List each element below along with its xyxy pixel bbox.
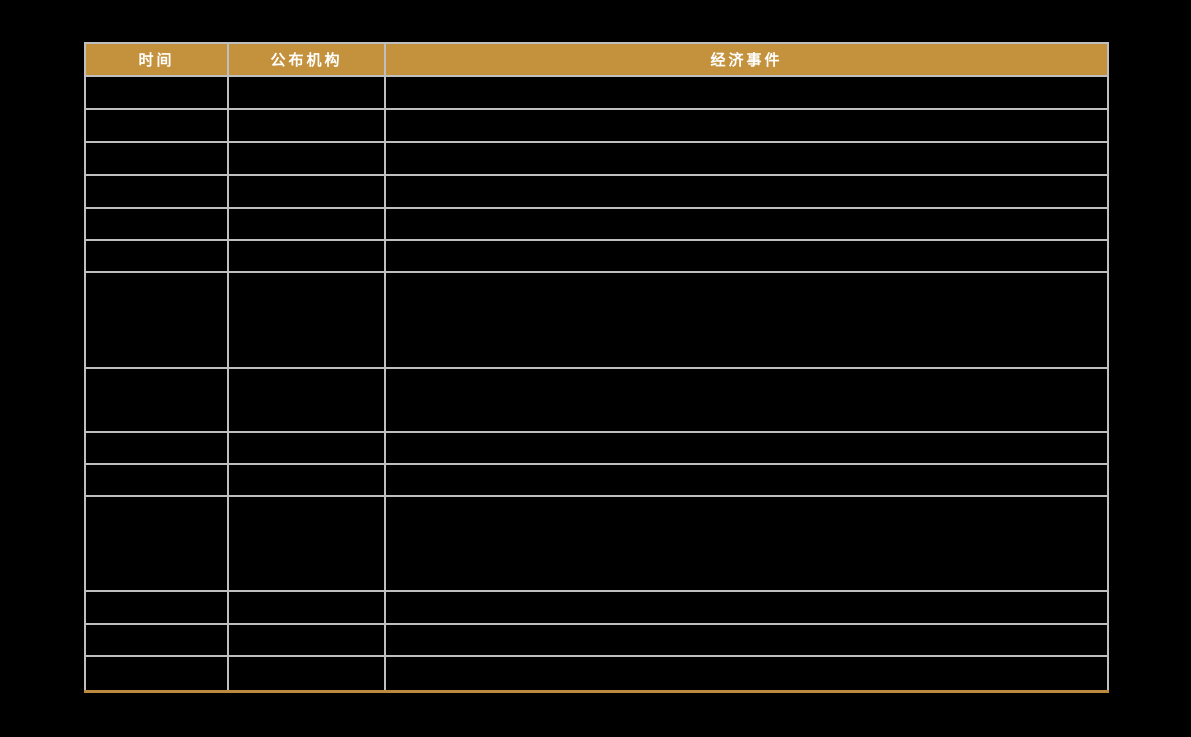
table-cell-event — [384, 207, 1109, 241]
table-cell-time — [84, 207, 229, 241]
table-cell-agency — [227, 141, 386, 176]
table-cell-time — [84, 141, 229, 176]
table-cell-time — [84, 271, 229, 369]
header-cell-agency: 公布机构 — [227, 42, 386, 77]
table-cell-agency — [227, 108, 386, 143]
table-cell-event — [384, 174, 1109, 209]
table-cell-time — [84, 108, 229, 143]
table-body — [84, 75, 1109, 692]
table-cell-agency — [227, 207, 386, 241]
table-row — [84, 271, 1109, 369]
header-cell-time: 时间 — [84, 42, 229, 77]
table-cell-time — [84, 75, 229, 110]
table-row — [84, 239, 1109, 273]
table-cell-agency — [227, 655, 386, 692]
table-cell-time — [84, 239, 229, 273]
table-row — [84, 207, 1109, 241]
table-row — [84, 590, 1109, 625]
table-header-row: 时间 公布机构 经济事件 — [84, 42, 1109, 77]
table-cell-event — [384, 655, 1109, 692]
table-cell-event — [384, 239, 1109, 273]
table-row — [84, 108, 1109, 143]
table-cell-time — [84, 463, 229, 497]
table-cell-event — [384, 495, 1109, 592]
table-cell-agency — [227, 590, 386, 625]
table-cell-time — [84, 655, 229, 692]
table-cell-time — [84, 590, 229, 625]
table-cell-agency — [227, 271, 386, 369]
table-cell-event — [384, 271, 1109, 369]
table-row — [84, 431, 1109, 465]
table-row — [84, 141, 1109, 176]
table-cell-time — [84, 367, 229, 433]
table-cell-event — [384, 141, 1109, 176]
header-cell-event: 经济事件 — [384, 42, 1109, 77]
table-cell-agency — [227, 239, 386, 273]
table-cell-event — [384, 431, 1109, 465]
table-cell-agency — [227, 463, 386, 497]
table-cell-agency — [227, 495, 386, 592]
table-row — [84, 623, 1109, 657]
table-cell-time — [84, 495, 229, 592]
table-cell-time — [84, 431, 229, 465]
table-cell-agency — [227, 174, 386, 209]
table-cell-agency — [227, 367, 386, 433]
table-cell-event — [384, 108, 1109, 143]
table-cell-event — [384, 623, 1109, 657]
table-cell-event — [384, 75, 1109, 110]
table-cell-time — [84, 174, 229, 209]
table-row — [84, 367, 1109, 433]
table-row — [84, 655, 1109, 692]
table-cell-agency — [227, 623, 386, 657]
table-cell-time — [84, 623, 229, 657]
table-cell-agency — [227, 431, 386, 465]
table-cell-agency — [227, 75, 386, 110]
table-row — [84, 75, 1109, 110]
economic-events-table: 时间 公布机构 经济事件 — [84, 42, 1109, 693]
table-cell-event — [384, 367, 1109, 433]
table-row — [84, 463, 1109, 497]
table-row — [84, 495, 1109, 592]
table-cell-event — [384, 463, 1109, 497]
table-row — [84, 174, 1109, 209]
table-cell-event — [384, 590, 1109, 625]
